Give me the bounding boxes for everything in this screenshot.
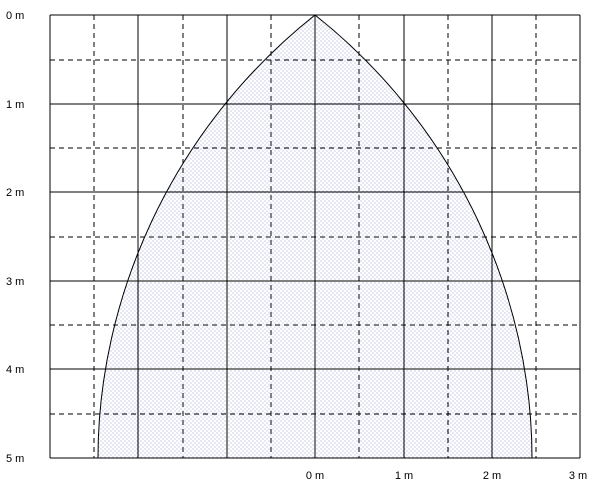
y-axis-label: 3 m bbox=[6, 276, 24, 288]
x-axis-label: 2 m bbox=[483, 470, 501, 482]
grid bbox=[49, 14, 581, 459]
y-axis-label: 2 m bbox=[6, 187, 24, 199]
x-axis-label: 1 m bbox=[395, 470, 413, 482]
y-axis-label: 4 m bbox=[6, 364, 24, 376]
y-axis-label: 5 m bbox=[6, 453, 24, 465]
y-axis-label: 0 m bbox=[6, 10, 24, 22]
x-axis-labels: 0 m 1 m 2 m 3 m bbox=[306, 470, 587, 482]
coverage-outline bbox=[97, 15, 533, 458]
x-axis-label: 0 m bbox=[306, 470, 324, 482]
x-axis-label: 3 m bbox=[569, 470, 587, 482]
y-axis-labels: 0 m 1 m 2 m 3 m 4 m 5 m bbox=[6, 10, 24, 465]
y-axis-label: 1 m bbox=[6, 99, 24, 111]
